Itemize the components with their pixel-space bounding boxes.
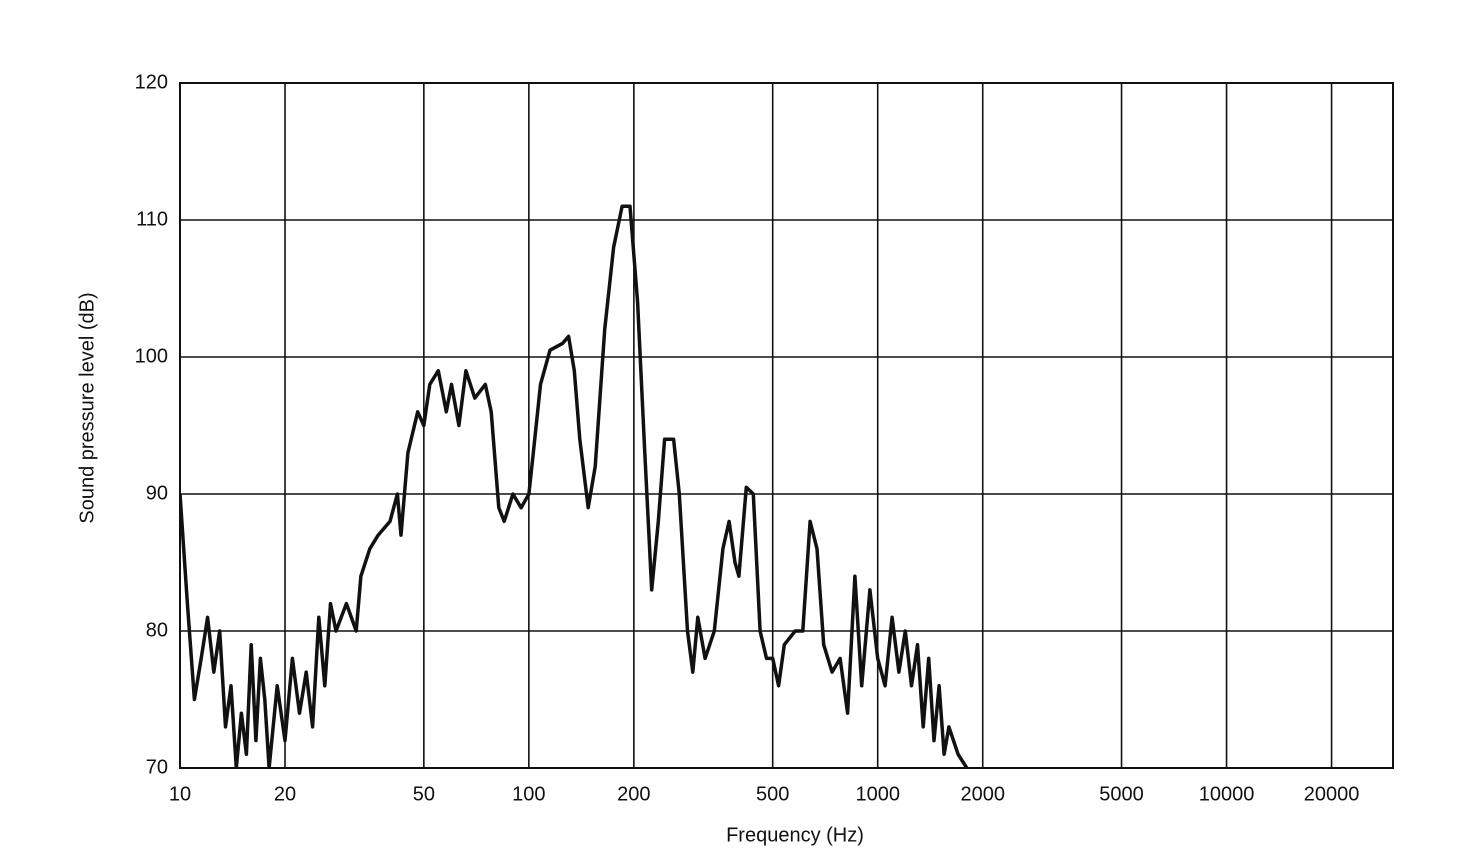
x-tick-label: 2000 <box>960 783 1005 805</box>
y-tick-label: 120 <box>135 71 168 93</box>
y-tick-label: 110 <box>136 208 168 230</box>
x-tick-label: 20000 <box>1304 783 1360 805</box>
x-tick-label: 5000 <box>1099 783 1144 805</box>
x-tick-label: 200 <box>617 783 650 805</box>
x-tick-label: 1000 <box>855 783 900 805</box>
x-tick-label: 10000 <box>1199 783 1255 805</box>
x-tick-label: 20 <box>274 783 296 805</box>
plot-frame <box>179 82 1394 769</box>
x-tick-label: 50 <box>413 783 435 805</box>
x-axis-label: Frequency (Hz) <box>726 824 864 846</box>
y-tick-label: 90 <box>146 482 168 504</box>
y-tick-label: 80 <box>146 619 168 641</box>
x-tick-label: 100 <box>512 783 545 805</box>
y-axis-label: Sound pressure level (dB) <box>76 292 98 523</box>
data-line <box>180 204 969 768</box>
x-tick-label: 500 <box>756 783 789 805</box>
x-tick-label: 10 <box>169 783 191 805</box>
y-tick-label: 70 <box>146 756 168 778</box>
y-tick-label: 100 <box>135 345 168 367</box>
